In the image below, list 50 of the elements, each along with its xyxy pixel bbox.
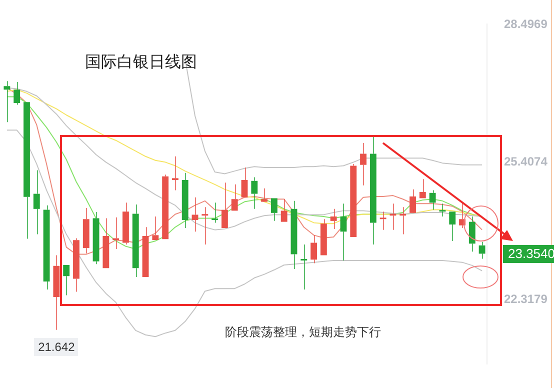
- candlestick: [53, 254, 60, 330]
- candlestick: [14, 82, 20, 106]
- candlestick: [212, 202, 218, 224]
- candlestick: [370, 135, 376, 246]
- candlestick: [280, 198, 288, 222]
- candlestick: [478, 241, 486, 260]
- candlestick: [320, 218, 327, 256]
- candlestick: [63, 264, 70, 296]
- candlestick: [152, 216, 159, 240]
- y-tick-label: 28.4969: [504, 17, 548, 32]
- candlestick: [310, 234, 318, 264]
- candlestick: [122, 202, 129, 246]
- candlestick: [439, 203, 446, 217]
- candlestick: [132, 204, 139, 278]
- candlestick: [33, 170, 40, 235]
- candlestick: [102, 218, 110, 268]
- annotation: 21.642: [34, 338, 78, 356]
- candlestick: [162, 174, 169, 240]
- candlestick: [202, 206, 208, 246]
- candlestick: [24, 102, 30, 240]
- candlestick: [290, 200, 298, 270]
- candlestick: [231, 184, 238, 211]
- candlestick: [380, 211, 386, 230]
- candlestick: [449, 212, 456, 242]
- text: 国际白银日线图: [85, 52, 197, 73]
- candlestick: [241, 167, 248, 198]
- candlestick: [360, 142, 366, 186]
- candlestick: [270, 198, 278, 222]
- candlestick: [251, 176, 258, 210]
- candlestick: [92, 212, 100, 265]
- candlestick: [182, 172, 188, 229]
- candlestick: [4, 80, 10, 123]
- candlestick: [73, 238, 80, 292]
- candlestick: [142, 226, 149, 278]
- candlestick: [300, 244, 308, 290]
- candlestick: [221, 182, 228, 228]
- y-tick-label: 22.3179: [504, 292, 548, 306]
- candlestick: [468, 216, 476, 252]
- candlestick: [410, 188, 416, 213]
- candlestick: [419, 178, 426, 198]
- candlestick: [429, 190, 436, 210]
- candlestick: [43, 204, 50, 290]
- candlestick: [172, 156, 178, 191]
- candlestick: [261, 188, 268, 202]
- annotation: 阶段震荡整理，短期走势下行: [225, 324, 381, 341]
- candlestick: [340, 203, 347, 262]
- candlestick: [192, 196, 198, 232]
- candlestick: [330, 208, 337, 230]
- y-tick-label: 25.4074: [504, 154, 548, 169]
- candlestick: [82, 208, 90, 254]
